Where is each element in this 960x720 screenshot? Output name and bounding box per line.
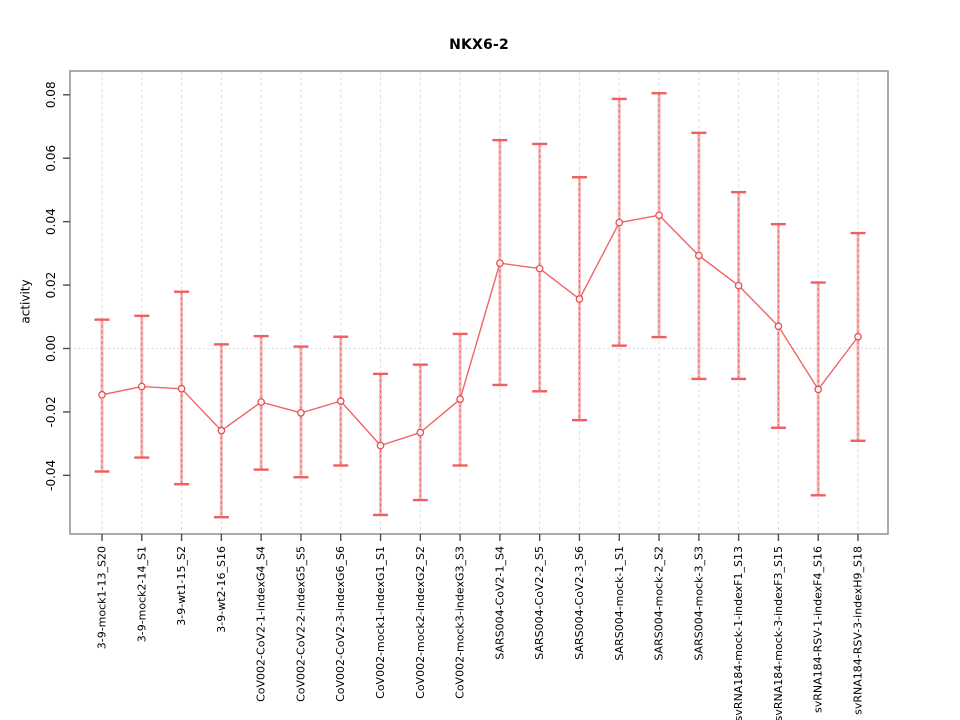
y-tick-label: 0.02 [44,272,58,299]
data-point [496,259,504,268]
chart-title: NKX6-2 [449,37,509,53]
y-tick-label: 0.06 [44,145,58,172]
gridlines [70,71,888,534]
data-point [734,281,743,290]
x-category-label: svRNA184-RSV-3-indexH9_S18 [852,546,865,715]
data-point [535,264,544,273]
x-category-label: svRNA184-RSV-1-indexF4_S16 [812,546,825,713]
x-axis: 3-9-mock1-13_S20 3-9-mock2-14_S1 3-9-wt1-1… [96,534,865,720]
x-category-label: SARS004-CoV2-2_S5 [533,546,546,660]
data-point [177,384,186,393]
y-tick-label: 0.04 [44,208,58,235]
x-category-label: 3-9-wt2-16_S16 [215,546,228,633]
panel-border [69,70,889,535]
x-category-label: SARS004-CoV2-1_S4 [493,546,506,660]
x-category-label: CoV002-CoV2-3-indexG6_S6 [334,546,347,702]
data-point [694,251,703,260]
x-category-label: CoV002-mock3-indexG3_S3 [454,546,467,699]
data-points [98,211,862,450]
data-point [217,426,226,435]
x-category-label: SARS004-mock-3_S3 [692,546,705,661]
data-point [854,332,862,341]
x-category-label: SARS004-CoV2-3_S6 [573,546,586,660]
data-point [297,409,305,417]
x-category-label: CoV002-CoV2-1-indexG4_S4 [255,546,268,702]
data-point [575,295,584,303]
x-category-label: 3-9-wt1-15_S2 [175,546,188,626]
series-line [101,214,859,447]
x-category-label: SARS004-mock-1_S1 [613,546,626,661]
data-point [376,441,385,450]
x-category-label: svRNA184-mock-3-indexF3_S15 [772,546,785,720]
y-axis: 0.08 0.06 0.04 0.02 0.00 -0.02 -0.04 [44,81,70,491]
data-point [456,395,464,404]
x-category-label: CoV002-mock2-indexG2_S2 [414,546,427,699]
x-category-label: CoV002-CoV2-2-indexG5_S5 [294,546,307,702]
y-tick-label: 0.00 [44,335,58,362]
data-point [814,385,823,394]
y-tick-label: 0.08 [44,81,58,108]
x-category-label: svRNA184-mock-1-indexF1_S13 [732,546,745,720]
data-point [257,398,266,406]
data-point [336,397,345,405]
data-point [655,211,663,220]
x-category-label: 3-9-mock1-13_S20 [96,546,109,649]
data-point [615,218,624,227]
data-point [774,322,783,331]
x-category-label: 3-9-mock2-14_S1 [135,546,148,642]
y-tick-label: -0.02 [44,396,58,427]
data-point [137,382,146,391]
data-point [98,390,106,399]
error-bars [94,91,866,519]
x-category-label: CoV002-mock1-indexG1_S1 [374,546,387,699]
data-point [416,428,425,437]
y-tick-label: -0.04 [44,460,58,491]
x-category-label: SARS004-mock-2_S2 [653,546,666,661]
